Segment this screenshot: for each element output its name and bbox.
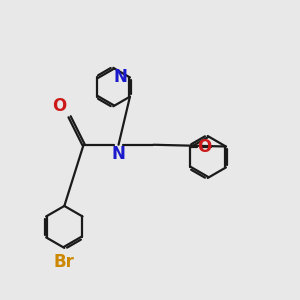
- Text: Br: Br: [54, 253, 75, 271]
- Text: O: O: [197, 137, 212, 155]
- Text: O: O: [52, 98, 67, 116]
- Text: N: N: [112, 146, 125, 164]
- Text: N: N: [113, 68, 127, 86]
